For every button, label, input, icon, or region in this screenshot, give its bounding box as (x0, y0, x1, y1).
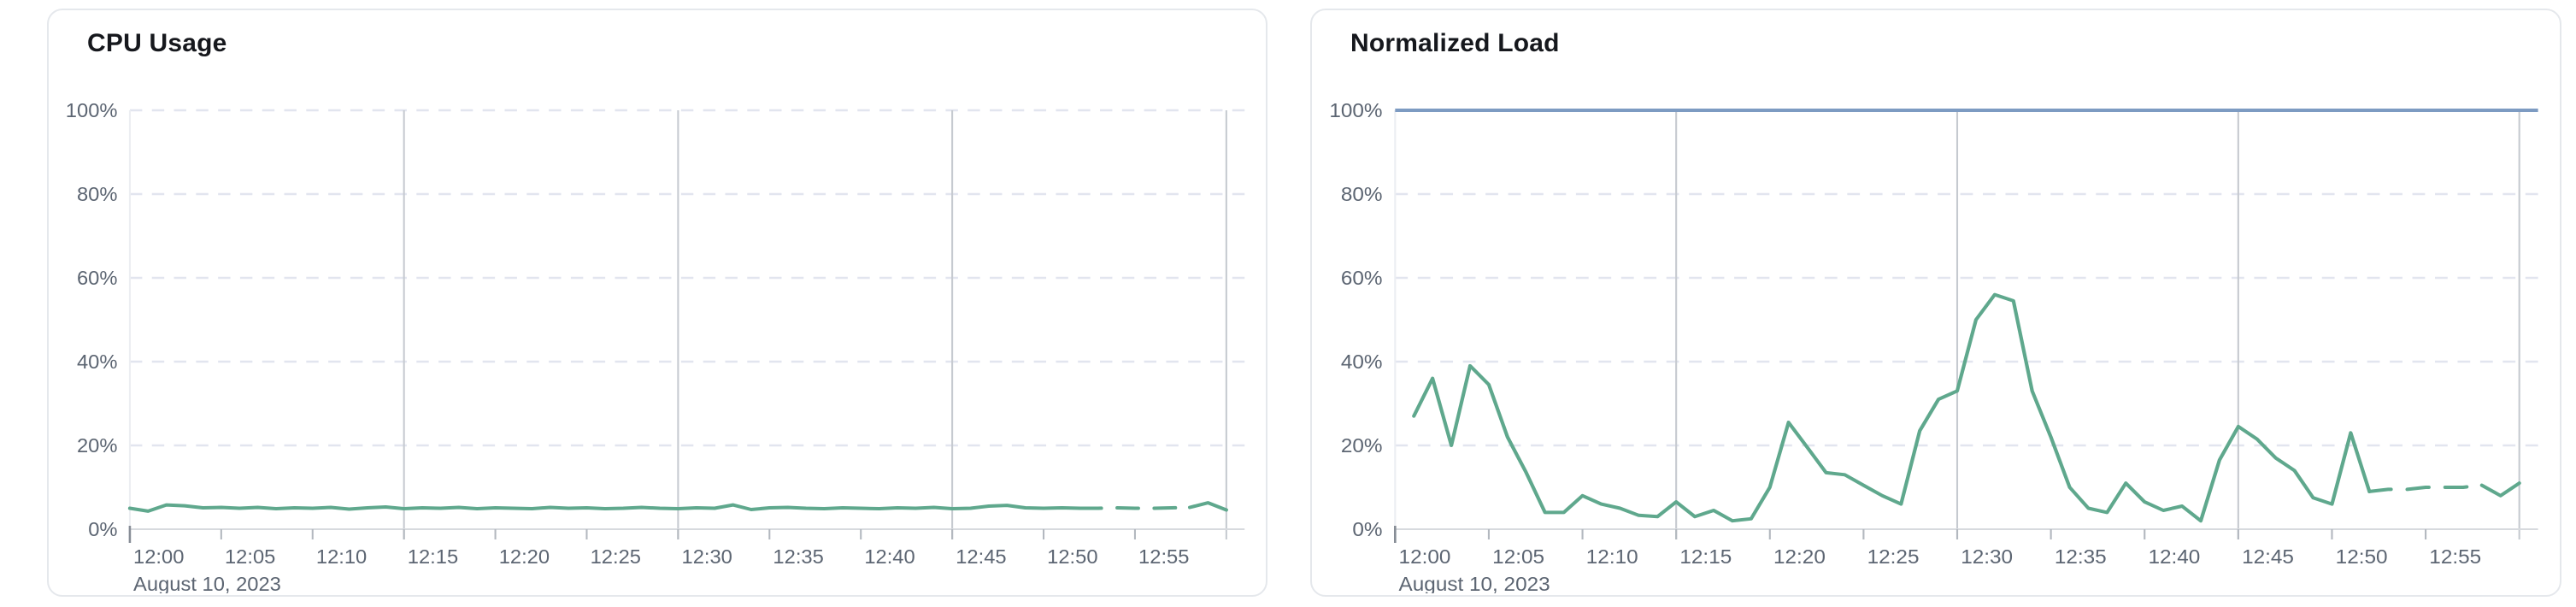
y-tick-label: 60% (77, 267, 117, 289)
y-tick-label: 100% (1329, 101, 1382, 122)
x-tick-label: 12:55 (2429, 547, 2481, 569)
horizontal-gridlines (129, 109, 1245, 447)
chart-title-normalized-load: Normalized Load (1350, 29, 1560, 57)
x-tick-label: 12:00 (133, 545, 184, 568)
x-axis-labels: 12:00 12:05 12:10 12:15 12:20 12:25 12:30 12:35… (1399, 547, 2482, 569)
y-tick-label: 20% (77, 434, 117, 457)
y-tick-label: 80% (77, 183, 117, 205)
x-tick-label: 12:10 (316, 545, 367, 568)
vertical-gridlines (403, 110, 1227, 539)
x-tick-label: 12:40 (2148, 547, 2200, 569)
y-tick-label: 0% (1352, 520, 1382, 541)
x-tick-label: 12:45 (956, 545, 1006, 568)
x-tick-label: 12:50 (1047, 545, 1097, 568)
x-tick-label: 12:20 (499, 545, 550, 568)
x-tick-label: 12:35 (773, 545, 823, 568)
x-tick-label: 12:05 (225, 545, 275, 568)
x-axis-date-label: August 10, 2023 (1399, 575, 1550, 593)
x-axis-date-label: August 10, 2023 (133, 573, 281, 593)
y-tick-label: 100% (66, 99, 118, 121)
cpu-usage-chart-plot[interactable]: 12:00 12:05 12:10 12:15 12:20 12:25 12:30 12:35… (49, 63, 1266, 593)
x-tick-label: 12:00 (1399, 547, 1451, 569)
x-tick-label: 12:20 (1773, 547, 1826, 569)
normalized-load-line-dashed-projection (2367, 483, 2484, 493)
y-axis-labels: 0% 20% 40% 60% 80% 100% (1329, 101, 1382, 541)
vertical-gridlines (1675, 110, 2520, 539)
x-tick-label: 12:05 (1492, 547, 1544, 569)
x-tick-label: 12:30 (682, 545, 732, 568)
chart-title-cpu-usage: CPU Usage (87, 29, 227, 57)
x-tick-label: 12:55 (1138, 545, 1189, 568)
x-tick-marks (1394, 526, 2427, 543)
y-tick-label: 40% (1341, 352, 1383, 374)
x-tick-label: 12:25 (591, 545, 641, 568)
x-tick-label: 12:25 (1867, 547, 1920, 569)
cpu-usage-line-dashed-projection (1078, 505, 1192, 510)
y-tick-label: 20% (1341, 436, 1383, 457)
y-tick-label: 0% (88, 518, 117, 540)
normalized-load-line-tail (2479, 481, 2521, 498)
normalized-load-chart-plot[interactable]: 12:00 12:05 12:10 12:15 12:20 12:25 12:30 12:35… (1312, 63, 2560, 593)
y-tick-label: 60% (1341, 268, 1383, 290)
y-tick-label: 40% (77, 351, 117, 373)
horizontal-gridlines (1395, 192, 2538, 447)
x-tick-label: 12:10 (1586, 547, 1638, 569)
chart-card-cpu-usage: CPU Usage 12:00 12:05 12:10 12:15 12:20 12:25… (47, 9, 1267, 597)
x-tick-label: 12:30 (1961, 547, 2013, 569)
y-axis-labels: 0% 20% 40% 60% 80% 100% (66, 99, 118, 540)
chart-card-normalized-load: Normalized Load 12:00 12:05 12:10 12:15 12:2… (1310, 9, 2561, 597)
x-tick-label: 12:50 (2336, 547, 2388, 569)
x-tick-marks (128, 526, 1136, 543)
x-tick-label: 12:15 (408, 545, 458, 568)
normalized-load-line-solid (1412, 292, 2372, 523)
x-tick-label: 12:45 (2242, 547, 2294, 569)
x-tick-label: 12:35 (2055, 547, 2107, 569)
x-tick-label: 12:15 (1679, 547, 1732, 569)
cpu-usage-line-tail (1187, 501, 1228, 512)
x-tick-label: 12:40 (864, 545, 915, 568)
cpu-usage-line-solid (127, 503, 1082, 513)
x-axis-labels: 12:00 12:05 12:10 12:15 12:20 12:25 12:30 12:35… (133, 545, 1189, 568)
y-tick-label: 80% (1341, 185, 1383, 206)
